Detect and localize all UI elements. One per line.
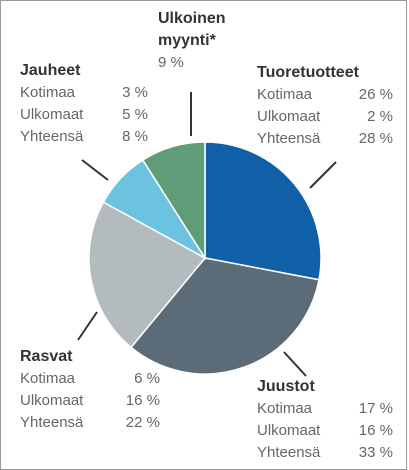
breakdown-row: Kotimaa 3 %	[20, 82, 148, 104]
slice-label: Jauheet Kotimaa 3 % Ulkomaat 5 % Yhteensä 8 %	[20, 60, 148, 148]
breakdown-value: 8 %	[122, 128, 148, 145]
slice-label: Tuoretuotteet Kotimaa 26 % Ulkomaat 2 % Yhtee…	[257, 62, 393, 150]
breakdown-row: Yhteensä 28 %	[257, 128, 393, 150]
breakdown-value: 26 %	[358, 86, 393, 103]
breakdown-value: 6 %	[134, 370, 160, 387]
breakdown-label: Kotimaa	[257, 400, 313, 417]
breakdown-label: Ulkomaat	[257, 108, 321, 125]
slice-label: Juustot Kotimaa 17 % Ulkomaat 16 % Yhteensä 33…	[257, 376, 393, 464]
breakdown-label: Yhteensä	[20, 414, 84, 431]
breakdown-row: Yhteensä 8 %	[20, 126, 148, 148]
value-label: 9 %	[158, 54, 184, 71]
category-name: Tuoretuotteet	[257, 64, 359, 81]
breakdown-value: 17 %	[358, 400, 393, 417]
breakdown-label: Kotimaa	[20, 84, 76, 101]
breakdown-value: 2 %	[367, 108, 393, 125]
leader-lines	[77, 92, 337, 377]
leader-line	[283, 351, 307, 377]
leader-line	[81, 159, 109, 181]
breakdown-value: 5 %	[122, 106, 148, 123]
breakdown-label: Yhteensä	[257, 444, 321, 461]
breakdown-row: Ulkomaat 16 %	[20, 390, 160, 412]
breakdown-value: 16 %	[358, 422, 393, 439]
breakdown-label: Yhteensä	[257, 130, 321, 147]
breakdown-row: Ulkomaat 5 %	[20, 104, 148, 126]
breakdown-label: Ulkomaat	[20, 106, 84, 123]
breakdown-value: 33 %	[358, 444, 393, 461]
pie-slice	[130, 257, 320, 375]
category-name: Jauheet	[20, 62, 81, 79]
slice-label: Ulkoinen myynti* 9 %	[158, 8, 248, 74]
breakdown-label: Yhteensä	[20, 128, 84, 145]
breakdown-row: Kotimaa 26 %	[257, 84, 393, 106]
breakdown-value: 28 %	[358, 130, 393, 147]
breakdown-label: Ulkomaat	[257, 422, 321, 439]
breakdown-row: Kotimaa 6 %	[20, 368, 160, 390]
category-name: Juustot	[257, 378, 315, 395]
leader-line	[309, 161, 337, 189]
breakdown-row: Kotimaa 17 %	[257, 398, 393, 420]
category-name: Ulkoinen myynti*	[158, 10, 226, 49]
breakdown-value: 22 %	[125, 414, 160, 431]
breakdown-row: Yhteensä 33 %	[257, 442, 393, 464]
breakdown-value: 3 %	[122, 84, 148, 101]
pie-slice	[88, 201, 207, 349]
breakdown-row: Ulkomaat 2 %	[257, 106, 393, 128]
breakdown-label: Kotimaa	[257, 86, 313, 103]
pie-slice	[204, 141, 322, 281]
leader-line	[77, 311, 98, 341]
breakdown-row: Ulkomaat 16 %	[257, 420, 393, 442]
breakdown-value: 16 %	[125, 392, 160, 409]
breakdown-label: Ulkomaat	[20, 392, 84, 409]
pie-slice	[141, 141, 206, 261]
slice-label: Rasvat Kotimaa 6 % Ulkomaat 16 % Yhteensä 22 %	[20, 346, 160, 434]
breakdown-row: Yhteensä 22 %	[20, 412, 160, 434]
category-name: Rasvat	[20, 348, 73, 365]
breakdown-label: Kotimaa	[20, 370, 76, 387]
